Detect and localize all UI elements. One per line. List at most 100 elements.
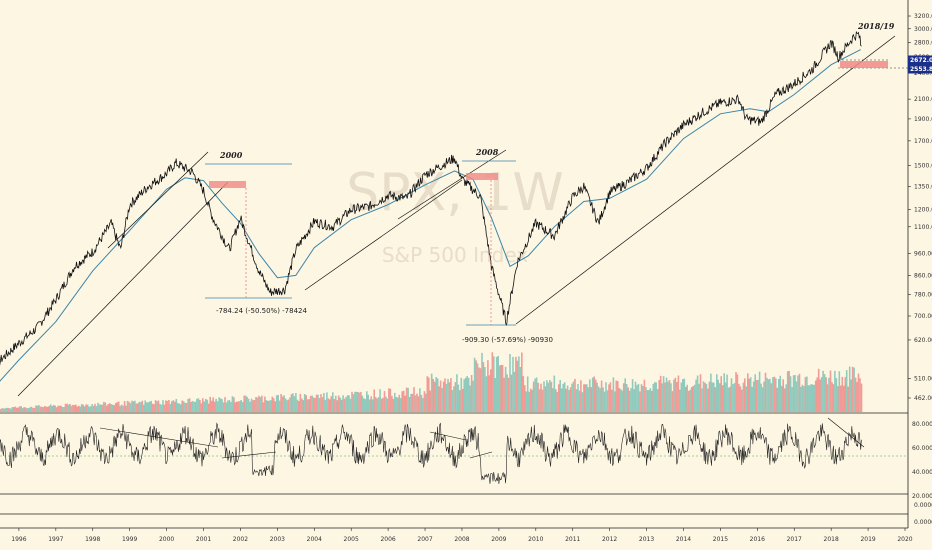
volume-bar <box>69 403 71 412</box>
volume-bar <box>222 402 225 412</box>
volume-bar <box>60 405 62 412</box>
price-tags: 2672.08 2553.80 <box>908 55 932 74</box>
volume-bar <box>355 391 358 412</box>
volume-bar <box>7 407 9 412</box>
volume-bar <box>91 404 93 412</box>
volume-bar <box>516 360 519 412</box>
volume-bar <box>422 398 424 412</box>
volume-bar <box>265 400 268 412</box>
volume-bar <box>246 396 248 412</box>
volume-bar <box>107 404 110 412</box>
volume-bar <box>501 365 504 412</box>
volume-bar <box>558 384 560 412</box>
volume-bar <box>370 396 372 412</box>
volume-bar <box>841 376 844 412</box>
volume-bar <box>160 404 163 412</box>
volume-bar <box>287 399 290 412</box>
volume-bar <box>752 381 755 412</box>
volume-bar <box>676 382 678 412</box>
volume-bar <box>323 393 325 412</box>
volume-bar <box>801 384 804 412</box>
volume-bar <box>191 401 194 412</box>
volume-bar <box>535 377 538 412</box>
volume-bar <box>442 381 445 412</box>
volume-bar <box>80 404 83 412</box>
volume-bar <box>500 364 502 412</box>
volume-bar <box>109 403 111 412</box>
volume-bar <box>513 371 516 412</box>
volume-bar <box>278 400 281 412</box>
volume-bar <box>179 404 182 412</box>
rsi-trendline-3 <box>429 431 467 441</box>
volume-bar <box>397 397 399 412</box>
volume-bar <box>144 400 146 412</box>
volume-bar <box>348 395 350 412</box>
price-tick-label: 1700.00 <box>914 138 932 145</box>
volume-bar <box>543 381 545 412</box>
volume-bar <box>383 391 386 412</box>
volume-bar <box>563 382 566 412</box>
volume-bar <box>236 401 238 412</box>
price-series <box>0 30 862 366</box>
volume-bar <box>202 398 204 412</box>
volume-bar <box>754 374 756 412</box>
volume-bar <box>459 390 461 412</box>
volume-bar <box>38 405 40 412</box>
volume-bar <box>503 377 505 412</box>
volume-bar <box>760 383 762 412</box>
volume-bar <box>689 389 691 412</box>
volume-bar <box>611 389 613 412</box>
rsi-trendline-2 <box>221 451 277 459</box>
volume-bar <box>727 387 730 412</box>
channel-upper-1995 <box>107 151 209 249</box>
time-axis[interactable]: 1996 1997 1998 1999 2000 2001 2002 2003 2004 2005… <box>0 527 913 543</box>
volume-bar <box>16 407 18 412</box>
volume-bar <box>606 390 609 412</box>
volume-bar <box>385 396 387 412</box>
volume-bar <box>532 381 535 412</box>
volume-bar <box>608 384 610 412</box>
volume-bar <box>360 392 362 412</box>
volume-bar <box>506 374 508 412</box>
volume-bar <box>591 377 594 412</box>
volume-bar <box>518 356 520 412</box>
volume-bar <box>371 399 374 412</box>
volume-bar <box>241 402 244 412</box>
volume-bar <box>134 400 136 412</box>
label-2018: 2018/19 <box>857 21 895 31</box>
volume-bar <box>825 377 827 412</box>
volume-bar <box>603 391 606 412</box>
volume-bar <box>667 381 669 412</box>
volume-bar <box>478 367 480 412</box>
volume-bar <box>137 403 139 412</box>
volume-bar <box>358 392 361 412</box>
volume-bar <box>612 377 615 412</box>
volume-bar <box>159 403 161 412</box>
volume-bar <box>379 389 381 412</box>
volume-bar <box>11 407 14 412</box>
volume-bar <box>854 377 857 412</box>
volume-bar <box>721 385 724 412</box>
volume-bar <box>259 397 262 412</box>
volume-bar <box>181 400 183 412</box>
volume-bar <box>36 405 39 412</box>
volume-bar <box>540 383 542 412</box>
volume-bar <box>55 407 58 412</box>
price-tick-label: 1350.00 <box>914 183 932 190</box>
volume-bar <box>713 382 715 412</box>
volume-bar <box>693 384 696 412</box>
volume-bar <box>556 391 559 412</box>
volume-bar <box>123 401 126 412</box>
volume-bar <box>289 397 291 412</box>
volume-bar <box>718 383 721 412</box>
volume-bar <box>208 403 210 412</box>
time-tick-label: 2018 <box>824 536 839 543</box>
volume-bar <box>751 386 753 412</box>
volume-bar <box>352 394 355 412</box>
price-tag-label: 2553.80 <box>910 66 932 73</box>
volume-bar <box>163 404 166 412</box>
volume-bar <box>794 375 796 412</box>
